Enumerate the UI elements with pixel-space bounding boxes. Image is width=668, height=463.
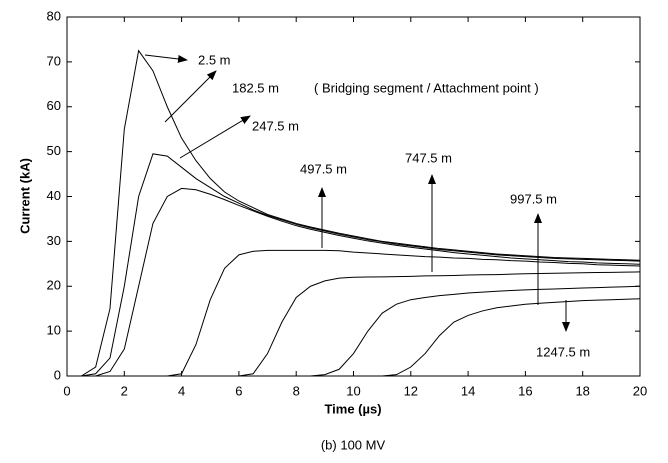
x-tick-label: 4 bbox=[178, 383, 185, 398]
chart-title: (b) 100 MV bbox=[321, 437, 386, 452]
y-tick-label: 80 bbox=[47, 8, 61, 23]
x-tick-label: 16 bbox=[518, 383, 532, 398]
curve bbox=[67, 153, 641, 377]
series-label: 182.5 m bbox=[232, 80, 279, 95]
curve bbox=[67, 285, 641, 377]
y-tick-label: 30 bbox=[47, 233, 61, 248]
curve bbox=[67, 298, 641, 377]
series-label: 1247.5 m bbox=[536, 344, 590, 359]
curve bbox=[67, 49, 641, 377]
y-tick-label: 0 bbox=[54, 367, 61, 382]
x-axis-label: Time (µs) bbox=[324, 401, 381, 416]
series-label: 247.5 m bbox=[252, 118, 299, 133]
x-tick-label: 18 bbox=[575, 383, 589, 398]
y-tick-label: 50 bbox=[47, 143, 61, 158]
series-label: 2.5 m bbox=[198, 52, 231, 67]
x-tick-label: 10 bbox=[346, 383, 360, 398]
y-tick-label: 70 bbox=[47, 53, 61, 68]
x-tick-label: 20 bbox=[633, 383, 647, 398]
x-tick-label: 12 bbox=[404, 383, 418, 398]
series-label: 747.5 m bbox=[405, 150, 452, 165]
x-tick-label: 14 bbox=[461, 383, 475, 398]
annotation: ( Bridging segment / Attachment point ) bbox=[314, 80, 539, 95]
x-tick-label: 0 bbox=[63, 383, 70, 398]
y-tick-label: 60 bbox=[47, 98, 61, 113]
curve bbox=[67, 187, 641, 377]
arrows bbox=[144, 54, 570, 332]
series-label: 997.5 m bbox=[510, 191, 557, 206]
y-tick-label: 40 bbox=[47, 188, 61, 203]
x-tick-label: 8 bbox=[293, 383, 300, 398]
y-tick-label: 10 bbox=[47, 323, 61, 338]
x-tick-label: 2 bbox=[121, 383, 128, 398]
series-label: 497.5 m bbox=[300, 161, 347, 176]
y-axis-label: Current (kA) bbox=[17, 158, 32, 234]
x-tick-label: 6 bbox=[235, 383, 242, 398]
curve bbox=[67, 271, 641, 377]
y-tick-label: 20 bbox=[47, 278, 61, 293]
